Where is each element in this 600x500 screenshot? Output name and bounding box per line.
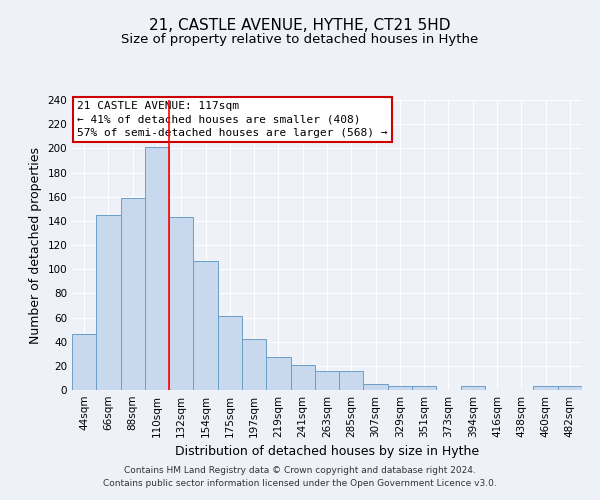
Bar (388, 386, 412, 390)
Text: Contains HM Land Registry data © Crown copyright and database right 2024.
Contai: Contains HM Land Registry data © Crown c… (103, 466, 497, 487)
Bar (218, 316, 242, 390)
Bar (558, 386, 582, 390)
Bar (412, 386, 436, 390)
Bar (145, 147, 169, 390)
Bar (169, 217, 193, 390)
Bar (266, 358, 290, 390)
Bar (242, 339, 266, 390)
Bar (193, 260, 218, 390)
Text: Size of property relative to detached houses in Hythe: Size of property relative to detached ho… (121, 32, 479, 46)
Text: 21, CASTLE AVENUE, HYTHE, CT21 5HD: 21, CASTLE AVENUE, HYTHE, CT21 5HD (149, 18, 451, 32)
Bar (315, 370, 339, 390)
Text: 21 CASTLE AVENUE: 117sqm
← 41% of detached houses are smaller (408)
57% of semi-: 21 CASTLE AVENUE: 117sqm ← 41% of detach… (77, 102, 388, 138)
Bar (121, 198, 145, 390)
X-axis label: Distribution of detached houses by size in Hythe: Distribution of detached houses by size … (175, 446, 479, 458)
Bar (364, 384, 388, 390)
Bar (533, 386, 558, 390)
Bar (339, 370, 364, 390)
Y-axis label: Number of detached properties: Number of detached properties (29, 146, 42, 344)
Bar (290, 364, 315, 390)
Bar (96, 215, 121, 390)
Bar (72, 334, 96, 390)
Bar (461, 386, 485, 390)
